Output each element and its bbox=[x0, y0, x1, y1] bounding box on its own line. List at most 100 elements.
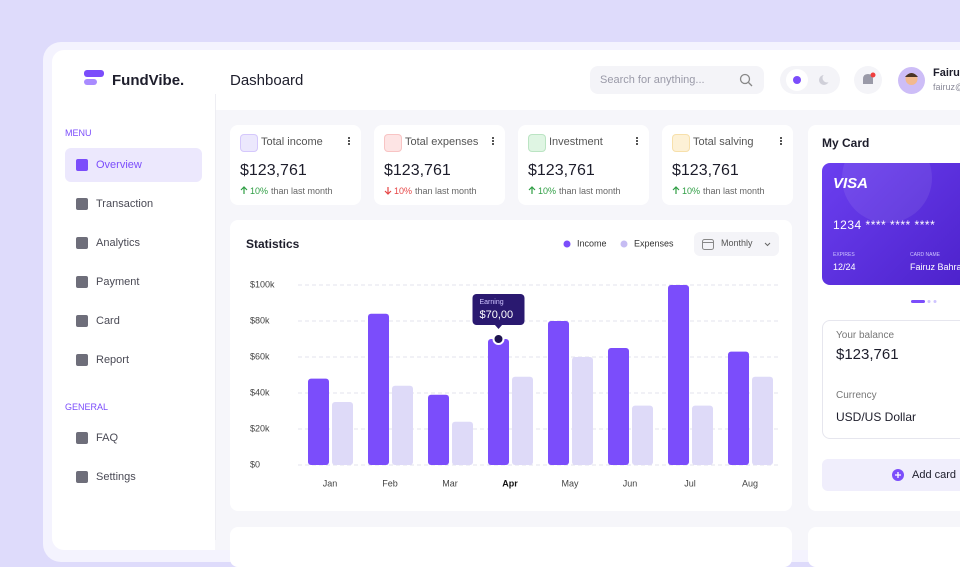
nav-icon bbox=[76, 276, 88, 288]
period-select[interactable]: Monthly bbox=[694, 232, 779, 256]
arrow bbox=[672, 186, 680, 194]
stat-note: than last month bbox=[559, 186, 621, 196]
general-label: GENERAL bbox=[65, 402, 109, 412]
stat-title: Total expenses bbox=[405, 136, 479, 148]
nav-item[interactable]: Payment bbox=[96, 276, 140, 288]
card-number: 1234 **** **** **** bbox=[833, 218, 936, 232]
bar bbox=[488, 339, 509, 465]
stat-card: Total expenses $123,761 10% than last month bbox=[374, 125, 505, 205]
card-name: Fairuz Bahra bbox=[910, 262, 960, 272]
nav-icon bbox=[76, 432, 88, 444]
bar bbox=[428, 394, 449, 465]
stat-icon bbox=[528, 134, 546, 152]
bar bbox=[392, 385, 413, 465]
search-box[interactable]: Search for anything... bbox=[590, 66, 764, 94]
nav-icon bbox=[76, 237, 88, 249]
expires: 12/24 bbox=[833, 262, 856, 272]
y-tick-label: $0 bbox=[250, 459, 260, 469]
stat-change: 10% bbox=[538, 186, 557, 196]
x-tick-label: Mar bbox=[442, 478, 458, 488]
arrow bbox=[528, 186, 536, 194]
my-card-panel: My Card VISA 1234 **** **** **** EXPIRES… bbox=[808, 125, 960, 511]
stat-title: Total salving bbox=[693, 136, 754, 148]
brand: FundVibe. bbox=[112, 72, 185, 89]
tooltip-box bbox=[472, 294, 525, 325]
trend-arrow bbox=[384, 187, 392, 195]
legend-marker bbox=[620, 240, 628, 248]
tooltip: Earning $70,00 bbox=[472, 294, 525, 345]
stat-icon bbox=[240, 134, 258, 152]
nav-icon bbox=[76, 315, 88, 327]
x-tick-label: Apr bbox=[502, 478, 518, 488]
bar bbox=[608, 348, 629, 465]
bar bbox=[728, 351, 749, 465]
card-pager[interactable] bbox=[911, 299, 941, 305]
legend-label: Expenses bbox=[634, 238, 674, 248]
nav-icon bbox=[76, 471, 88, 483]
x-tick-label: Jan bbox=[323, 478, 338, 488]
bar bbox=[368, 313, 389, 465]
tooltip-title: Earning bbox=[480, 299, 504, 306]
card-name-label: CARD NAME bbox=[910, 252, 941, 258]
stat-amount: $123,761 bbox=[672, 162, 739, 179]
bar bbox=[752, 376, 773, 465]
chart: Income Expenses $0 $20k $40k $60k $80k $100k Jan… bbox=[250, 238, 780, 488]
tooltip-pointer bbox=[494, 324, 503, 329]
theme-toggle[interactable] bbox=[780, 66, 842, 94]
stat-change: 10% bbox=[394, 186, 413, 196]
user-name: Fairuz bbox=[933, 67, 960, 79]
legend-marker bbox=[563, 240, 571, 248]
y-tick-label: $100k bbox=[250, 279, 275, 289]
nav-item[interactable]: Report bbox=[96, 354, 130, 366]
stat-card: Investment $123,761 10% than last month bbox=[518, 125, 649, 205]
tooltip-value: $70,00 bbox=[480, 309, 514, 321]
x-tick-label: Feb bbox=[382, 478, 398, 488]
arrow bbox=[240, 186, 248, 194]
avatar[interactable] bbox=[898, 67, 925, 94]
nav-item[interactable]: Analytics bbox=[96, 237, 141, 249]
stat-note: than last month bbox=[703, 186, 765, 196]
bar bbox=[548, 321, 569, 465]
currency: USD/US Dollar bbox=[836, 410, 917, 424]
stat-menu[interactable] bbox=[780, 137, 784, 145]
nav-item[interactable]: Settings bbox=[96, 471, 136, 483]
nav-item[interactable]: FAQ bbox=[96, 432, 119, 444]
stat-card: Total income $123,761 10% than last month bbox=[230, 125, 361, 205]
plus-icon bbox=[892, 469, 904, 481]
trend-arrow bbox=[672, 186, 680, 194]
stat-title: Total income bbox=[261, 136, 323, 148]
nav-item[interactable]: Card bbox=[96, 315, 120, 327]
x-tick-label: Jul bbox=[684, 478, 696, 488]
x-tick-label: Jun bbox=[623, 478, 638, 488]
credit-card[interactable]: VISA 1234 **** **** **** EXPIRES 12/24 C… bbox=[822, 163, 960, 285]
card-brand: VISA bbox=[833, 175, 869, 192]
calendar-icon bbox=[702, 239, 714, 250]
y-tick-label: $60k bbox=[250, 351, 270, 361]
y-tick-label: $80k bbox=[250, 315, 270, 325]
stat-menu[interactable] bbox=[636, 137, 640, 145]
y-tick-label: $40k bbox=[250, 387, 270, 397]
nav-item[interactable]: Transaction bbox=[96, 198, 154, 210]
bar bbox=[452, 421, 473, 465]
bar bbox=[668, 285, 689, 465]
nav-item[interactable]: Overview bbox=[96, 159, 142, 171]
stat-title: Investment bbox=[549, 136, 603, 148]
arrow bbox=[384, 187, 392, 195]
notification-button[interactable] bbox=[854, 66, 882, 94]
nav-icon bbox=[76, 159, 88, 171]
balance-amount: $123,761 bbox=[836, 346, 899, 363]
bar bbox=[632, 405, 653, 465]
stat-menu[interactable] bbox=[348, 137, 352, 145]
stat-icon bbox=[672, 134, 690, 152]
page: FundVibe. Dashboard Search for anything.… bbox=[43, 42, 960, 567]
bar bbox=[332, 402, 353, 465]
logo-icon bbox=[84, 70, 104, 85]
y-tick-label: $20k bbox=[250, 423, 270, 433]
add-card-button[interactable]: Add card bbox=[822, 459, 960, 491]
x-tick-label: May bbox=[561, 478, 579, 488]
stat-amount: $123,761 bbox=[528, 162, 595, 179]
stat-menu[interactable] bbox=[492, 137, 496, 145]
x-tick-label: Aug bbox=[742, 478, 758, 488]
expires-label: EXPIRES bbox=[833, 252, 855, 258]
period-label: Monthly bbox=[721, 238, 753, 248]
